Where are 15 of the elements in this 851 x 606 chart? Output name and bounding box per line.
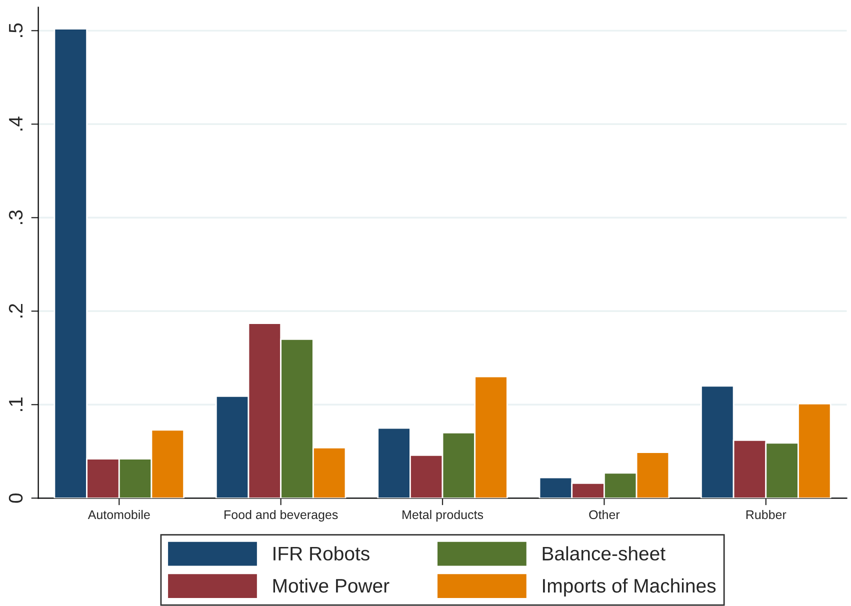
y-tick-label: .2 [8, 304, 22, 318]
x-tick-label: Food and beverages [224, 510, 338, 522]
x-tick-label: Rubber [746, 510, 786, 520]
x-tick-label: Other [589, 510, 620, 520]
legend-label: IFR Robots [274, 546, 370, 561]
y-tick-label: .1 [9, 397, 22, 411]
y-tick-label: 0 [8, 493, 23, 503]
y-tick-label: .5 [9, 23, 23, 37]
legend-label: Imports of Machines [543, 578, 716, 597]
y-tick-label: .3 [8, 210, 23, 224]
y-tick-label: .4 [9, 116, 22, 130]
legend-label: Motive Power [273, 578, 390, 593]
x-tick-label: Automobile [88, 510, 150, 520]
legend-label: Balance-sheet [542, 546, 666, 561]
x-tick-label: Metal products [402, 510, 484, 522]
